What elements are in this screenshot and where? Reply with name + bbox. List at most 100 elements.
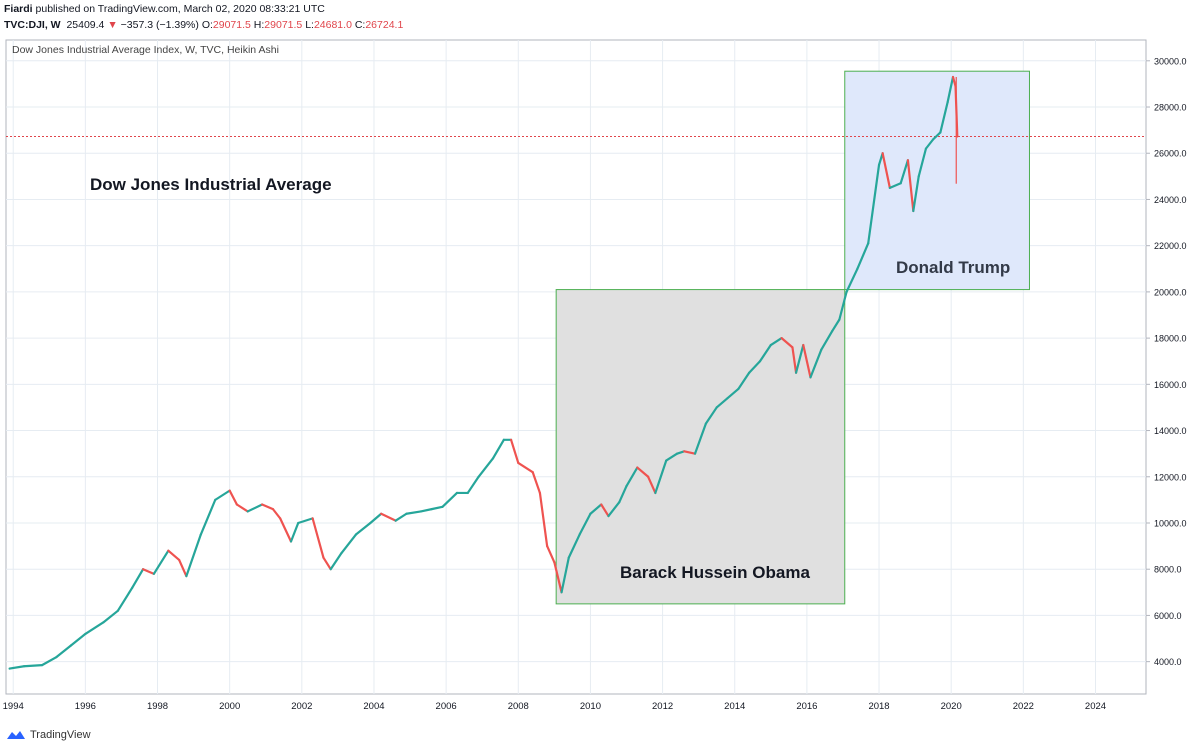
- price-segment: [665, 452, 679, 462]
- annotation-obama: Barack Hussein Obama: [620, 563, 810, 582]
- price-segment: [271, 508, 282, 520]
- price-change: −357.3 (−1.39%): [120, 19, 199, 31]
- x-axis: 1994 1996 1998 2000 2002 2004 2006 2008 2010 2012…: [3, 701, 1106, 712]
- price-segment: [279, 517, 293, 543]
- price-segment: [748, 360, 762, 374]
- price-segment: [589, 503, 603, 515]
- x-tick-label: 2014: [724, 701, 745, 712]
- high-value: 29071.5: [264, 19, 303, 31]
- price-segment: [809, 348, 823, 379]
- x-tick-label: 1998: [147, 701, 168, 712]
- price-segment: [405, 510, 422, 515]
- price-segment: [441, 491, 459, 508]
- price-segment: [141, 568, 156, 575]
- price-segment: [831, 318, 841, 333]
- x-tick-label: 2002: [291, 701, 312, 712]
- price-segment: [946, 75, 955, 104]
- y-tick-label: 30000.0: [1154, 56, 1187, 66]
- price-segment: [600, 503, 610, 518]
- x-tick-label: 2000: [219, 701, 240, 712]
- price-segment: [297, 517, 314, 525]
- price-segment: [704, 406, 718, 425]
- trump-term-box: [844, 70, 1030, 291]
- price-segment: [84, 621, 105, 636]
- price-segment: [675, 450, 686, 455]
- price-segment: [394, 512, 408, 522]
- price-segment: [178, 558, 188, 578]
- price-segment: [228, 489, 238, 506]
- x-tick-label: 2008: [508, 701, 529, 712]
- x-tick-label: 2016: [796, 701, 817, 712]
- chart-header: Fiardi published on TradingView.com, Mar…: [4, 3, 1194, 33]
- x-tick-label: 2012: [652, 701, 673, 712]
- price-segment: [430, 505, 444, 511]
- price-segment: [185, 533, 202, 578]
- close-value: 26724.1: [365, 19, 404, 31]
- x-tick-label: 2024: [1085, 701, 1106, 712]
- tradingview-logo-icon: [7, 731, 25, 739]
- price-segment: [246, 503, 264, 513]
- y-tick-label: 14000.0: [1154, 426, 1187, 436]
- grid-lines: [6, 40, 1146, 694]
- price-segment: [906, 159, 915, 213]
- price-segment: [152, 549, 170, 575]
- chart-area[interactable]: 4000.0 6000.0 8000.0 10000.0 12000.0 14000.0 1…: [0, 36, 1200, 716]
- price-segment: [538, 491, 549, 548]
- price-segment: [939, 101, 949, 134]
- price-segment: [466, 475, 480, 495]
- price-segment: [625, 466, 639, 488]
- price-segment: [693, 422, 707, 455]
- y-tick-label: 20000.0: [1154, 287, 1187, 297]
- y-tick-label: 8000.0: [1154, 565, 1182, 575]
- author-name[interactable]: Fiardi: [4, 3, 33, 15]
- price-segment: [546, 544, 556, 564]
- price-segment: [647, 475, 657, 495]
- price-segment: [340, 533, 358, 555]
- price-segment: [214, 489, 231, 501]
- low-value: 24681.0: [313, 19, 352, 31]
- obama-term-box: [555, 289, 846, 605]
- price-segment: [951, 75, 957, 88]
- price-segment: [917, 147, 928, 178]
- price-segment: [654, 459, 668, 495]
- y-axis: 4000.0 6000.0 8000.0 10000.0 12000.0 14000.0 1…: [1146, 56, 1187, 667]
- price-segment: [932, 131, 942, 141]
- y-tick-label: 18000.0: [1154, 334, 1187, 344]
- price-segment: [553, 561, 563, 594]
- price-segment: [769, 337, 783, 347]
- x-tick-label: 2010: [580, 701, 601, 712]
- price-segment: [380, 512, 397, 522]
- y-tick-label: 24000.0: [1154, 195, 1187, 205]
- price-segment: [802, 343, 812, 379]
- footer-brand[interactable]: TradingView: [30, 729, 91, 741]
- price-chart[interactable]: 4000.0 6000.0 8000.0 10000.0 12000.0 14000.0 1…: [0, 36, 1200, 716]
- price-segment: [235, 503, 249, 513]
- price-segment: [69, 632, 87, 647]
- price-segment: [758, 343, 772, 363]
- open-label: O:: [201, 19, 213, 31]
- price-segment: [912, 175, 920, 213]
- close-label: C:: [354, 19, 366, 31]
- price-segment: [322, 556, 332, 571]
- price-segment: [726, 387, 740, 400]
- price-segment: [354, 521, 372, 536]
- price-segment: [683, 450, 697, 455]
- price-segment: [578, 512, 592, 536]
- price-segment: [419, 508, 433, 513]
- price-segment: [329, 551, 343, 571]
- x-tick-label: 1996: [75, 701, 96, 712]
- open-value: 29071.5: [212, 19, 251, 31]
- chart-title: Dow Jones Industrial Average Index, W, T…: [12, 44, 279, 56]
- price-segment: [40, 655, 58, 667]
- annotation-dow-jones: Dow Jones Industrial Average: [90, 175, 332, 194]
- price-series: [8, 75, 959, 670]
- price-segment: [845, 267, 859, 293]
- price-segment: [737, 371, 751, 391]
- price-segment: [289, 521, 300, 543]
- x-tick-label: 2022: [1013, 701, 1034, 712]
- price-segment: [607, 501, 621, 518]
- price-segment: [618, 484, 628, 504]
- publish-text: published on TradingView.com, March 02, …: [35, 3, 325, 15]
- price-segment: [715, 397, 729, 409]
- price-segment: [791, 346, 798, 374]
